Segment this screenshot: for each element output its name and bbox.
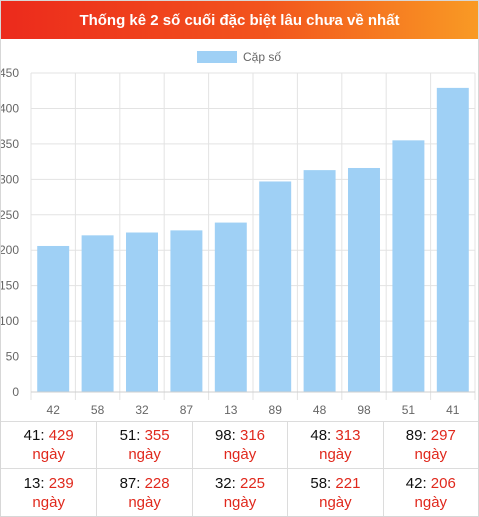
legend-label: Cặp số xyxy=(243,50,281,64)
stat-cell: 41: 429 ngày xyxy=(1,421,97,468)
stat-cell: 51: 355 ngày xyxy=(96,421,192,468)
stat-unit: ngày xyxy=(32,493,65,511)
bar xyxy=(259,181,292,392)
stat-unit: ngày xyxy=(319,493,352,511)
stat-separator: : xyxy=(40,427,49,444)
stat-value: 313 xyxy=(335,427,361,444)
stat-number: 48 xyxy=(310,427,328,444)
bar xyxy=(126,232,158,392)
stat-cell: 89: 297 ngày xyxy=(382,421,478,468)
stat-separator: : xyxy=(136,474,145,492)
stats-table: 41: 429 ngày 51: 355 ngày 98: 316 ngày 4… xyxy=(1,421,478,516)
stat-separator: : xyxy=(136,427,145,444)
bar xyxy=(170,230,203,392)
stat-number: 51 xyxy=(119,427,137,444)
x-tick-label: 48 xyxy=(313,403,327,417)
x-tick-label: 98 xyxy=(357,403,371,417)
stat-unit: ngày xyxy=(414,446,448,463)
stat-unit: ngày xyxy=(32,446,65,463)
bar-chart: Cặp số 0 50 100 150 200 250 300 350 400 450 42 58 32 8… xyxy=(1,50,476,417)
stat-cell: 87: 228 ngày xyxy=(96,468,192,516)
stat-value: 297 xyxy=(430,427,456,444)
stat-cell: 42: 206 ngày xyxy=(382,468,478,516)
stat-separator: : xyxy=(422,474,431,492)
stat-value: 429 xyxy=(48,427,74,444)
stat-number: 32 xyxy=(214,474,232,492)
stat-cell: 13: 239 ngày xyxy=(1,468,97,516)
y-tick-label: 150 xyxy=(1,279,19,293)
y-tick-label: 50 xyxy=(6,350,20,364)
stat-number: 87 xyxy=(119,474,137,492)
x-tick-label: 58 xyxy=(91,403,105,417)
stat-cell: 98: 316 ngày xyxy=(191,421,288,468)
stat-value: 206 xyxy=(430,474,456,492)
stat-number: 42 xyxy=(405,474,423,492)
stat-unit: ngày xyxy=(223,493,257,511)
y-tick-label: 200 xyxy=(1,243,19,257)
stat-unit: ngày xyxy=(128,493,161,511)
stat-value: 239 xyxy=(48,474,74,492)
x-tick-label: 89 xyxy=(269,403,283,417)
x-tick-label: 42 xyxy=(47,403,61,417)
x-tick-label: 41 xyxy=(446,403,460,417)
bar xyxy=(436,87,469,393)
stat-value: 225 xyxy=(239,474,266,492)
stat-unit: ngày xyxy=(319,446,352,463)
stat-value: 355 xyxy=(144,427,170,444)
stat-number: 98 xyxy=(214,427,232,444)
bar xyxy=(303,170,336,392)
stat-value: 221 xyxy=(335,474,361,492)
stat-cell: 32: 225 ngày xyxy=(191,468,288,516)
stat-value: 228 xyxy=(144,474,170,492)
y-tick-label: 250 xyxy=(1,208,19,222)
bar xyxy=(392,140,425,392)
stat-number: 41 xyxy=(23,427,41,444)
stat-number: 13 xyxy=(23,474,41,492)
page-title: Thống kê 2 số cuối đặc biệt lâu chưa về … xyxy=(1,1,478,39)
y-tick-label: 400 xyxy=(1,101,19,115)
y-tick-label: 100 xyxy=(1,314,19,328)
stat-separator: : xyxy=(40,474,49,492)
y-tick-label: 300 xyxy=(1,172,19,186)
x-tick-label: 13 xyxy=(224,403,238,417)
stat-value: 316 xyxy=(239,427,266,444)
stat-cell: 58: 221 ngày xyxy=(287,468,383,516)
stat-number: 58 xyxy=(310,474,328,492)
stat-unit: ngày xyxy=(414,493,448,511)
stat-unit: ngày xyxy=(223,446,257,463)
bar xyxy=(348,167,380,392)
stat-number: 89 xyxy=(405,427,423,444)
legend-swatch xyxy=(197,51,237,63)
bar xyxy=(214,222,247,392)
stat-separator: : xyxy=(231,427,240,444)
bar xyxy=(81,235,114,392)
bar xyxy=(37,245,70,392)
y-tick-label: 450 xyxy=(1,66,19,80)
stat-unit: ngày xyxy=(128,446,161,463)
stat-separator: : xyxy=(327,474,336,492)
x-tick-label: 87 xyxy=(180,403,194,417)
x-tick-label: 51 xyxy=(402,403,416,417)
stat-cell: 48: 313 ngày xyxy=(287,421,383,468)
x-tick-label: 32 xyxy=(135,403,149,417)
stat-separator: : xyxy=(327,427,336,444)
y-tick-label: 0 xyxy=(12,385,19,399)
stat-separator: : xyxy=(231,474,240,492)
stat-separator: : xyxy=(422,427,431,444)
y-tick-label: 350 xyxy=(1,137,19,151)
